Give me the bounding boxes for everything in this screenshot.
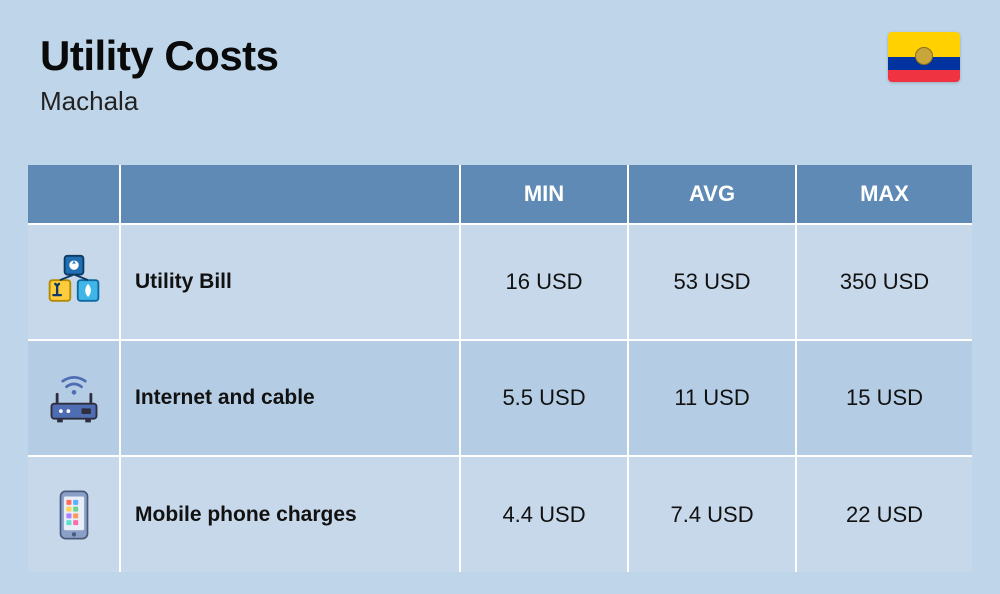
row-max: 350 USD xyxy=(796,224,972,340)
col-max: MAX xyxy=(796,165,972,224)
row-label: Internet and cable xyxy=(120,340,460,456)
row-icon-cell xyxy=(28,456,120,572)
row-max: 15 USD xyxy=(796,340,972,456)
row-max: 22 USD xyxy=(796,456,972,572)
header: Utility Costs Machala xyxy=(28,32,972,117)
col-min: MIN xyxy=(460,165,628,224)
table-header-row: MIN AVG MAX xyxy=(28,165,972,224)
row-avg: 53 USD xyxy=(628,224,796,340)
row-avg: 7.4 USD xyxy=(628,456,796,572)
page-subtitle: Machala xyxy=(40,86,279,117)
col-label xyxy=(120,165,460,224)
row-min: 5.5 USD xyxy=(460,340,628,456)
row-label: Mobile phone charges xyxy=(120,456,460,572)
utility-bill-icon xyxy=(42,250,106,314)
table-row: Mobile phone charges 4.4 USD 7.4 USD 22 … xyxy=(28,456,972,572)
row-icon-cell xyxy=(28,340,120,456)
table-row: Utility Bill 16 USD 53 USD 350 USD xyxy=(28,224,972,340)
page-title: Utility Costs xyxy=(40,32,279,80)
row-min: 16 USD xyxy=(460,224,628,340)
row-icon-cell xyxy=(28,224,120,340)
row-label: Utility Bill xyxy=(120,224,460,340)
title-block: Utility Costs Machala xyxy=(40,32,279,117)
table-row: Internet and cable 5.5 USD 11 USD 15 USD xyxy=(28,340,972,456)
col-avg: AVG xyxy=(628,165,796,224)
router-icon xyxy=(42,366,106,430)
row-min: 4.4 USD xyxy=(460,456,628,572)
costs-table: MIN AVG MAX xyxy=(28,165,972,572)
col-icon xyxy=(28,165,120,224)
page-container: Utility Costs Machala MIN AVG MAX xyxy=(0,0,1000,594)
smartphone-icon xyxy=(42,483,106,547)
row-avg: 11 USD xyxy=(628,340,796,456)
ecuador-flag-icon xyxy=(888,32,960,82)
